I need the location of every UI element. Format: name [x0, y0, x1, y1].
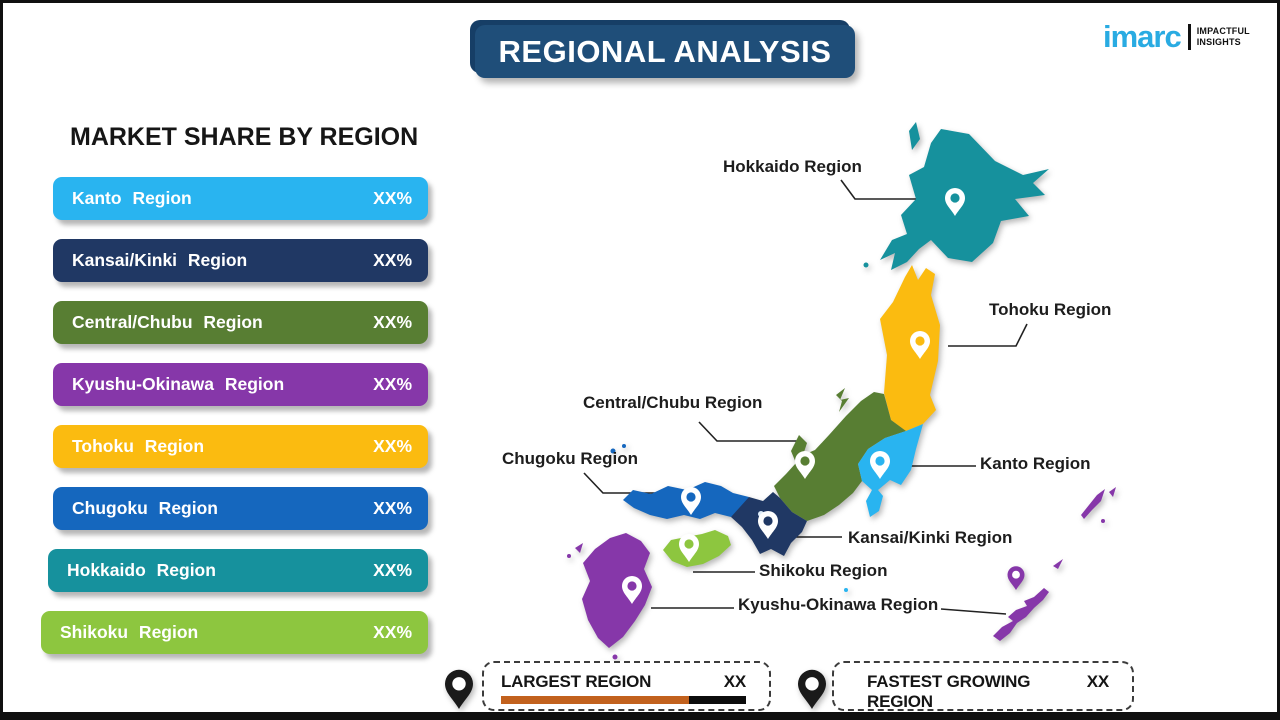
bar-value: XX% — [373, 560, 412, 580]
largest-region-pin-icon — [445, 669, 473, 709]
map-label-kyushu-okinawa: Kyushu-Okinawa Region — [738, 595, 939, 614]
lake-biwa — [758, 511, 764, 517]
region-kansai-shape — [731, 492, 807, 556]
bar-label: Kansai/Kinki Region — [72, 250, 248, 270]
pin-kanto — [870, 451, 890, 479]
market-share-heading: MARKET SHARE BY REGION — [70, 123, 419, 151]
amami-chain — [1081, 489, 1105, 519]
hokkaido-islet-dot — [863, 262, 869, 268]
bar-label: Chugoku Region — [72, 498, 218, 518]
japan-map — [445, 122, 1116, 709]
bar-shikoku: Shikoku Region XX% — [41, 611, 428, 654]
pin-shikoku — [679, 534, 699, 562]
bar-value: XX% — [373, 312, 412, 332]
amami-islet — [1109, 487, 1116, 497]
bar-value: XX% — [373, 250, 412, 270]
map-label-kanto: Kanto Region — [980, 454, 1091, 473]
logo-tagline-line1: IMPACTFUL — [1196, 25, 1250, 36]
logo-tagline: IMPACTFUL INSIGHTS — [1197, 26, 1250, 48]
bar-kanto: Kanto Region XX% — [53, 177, 428, 220]
kyushu-islet-dot — [612, 654, 618, 660]
map-label-kansai: Kansai/Kinki Region — [848, 528, 1013, 547]
oki-islet-dot — [622, 444, 626, 448]
logo-divider — [1187, 23, 1191, 50]
pin-kansai — [758, 511, 778, 539]
pin-tohoku — [910, 331, 930, 359]
bar-kansai: Kansai/Kinki Region XX% — [53, 239, 428, 282]
connector-chugoku — [583, 472, 671, 494]
pin-hokkaido — [945, 188, 965, 216]
region-kanto-shape — [858, 424, 923, 517]
map-label-chugoku: Chugoku Region — [502, 449, 638, 468]
bar-value: XX% — [373, 436, 412, 456]
imarc-logo: imarc IMPACTFUL INSIGHTS — [1103, 21, 1250, 52]
map-label-tohoku: Tohoku Region — [989, 300, 1112, 319]
bar-label: Central/Chubu Region — [72, 312, 263, 332]
page-title: REGIONAL ANALYSIS — [475, 25, 855, 78]
bar-kyushu: Kyushu-Okinawa Region XX% — [53, 363, 428, 406]
largest-region-bar — [501, 696, 746, 704]
market-share-bar-list: Kanto Region XX% Kansai/Kinki Region XX%… — [41, 177, 428, 673]
largest-region-value: XX — [723, 672, 746, 691]
bar-label: Kanto Region — [72, 188, 192, 208]
region-chubu-shape — [774, 392, 906, 521]
bar-chubu: Central/Chubu Region XX% — [53, 301, 428, 344]
pin-chubu — [795, 451, 815, 479]
pin-kyushu — [622, 576, 642, 604]
connector-tohoku — [948, 323, 1028, 347]
goto-islet — [575, 543, 583, 553]
connector-okinawa-right — [940, 608, 1007, 615]
bar-hokkaido: Hokkaido Region XX% — [48, 549, 428, 592]
pin-okinawa — [1007, 566, 1025, 590]
region-tohoku-shape — [880, 265, 940, 431]
kyushu-islet-dot — [567, 554, 571, 558]
bar-chugoku: Chugoku Region XX% — [53, 487, 428, 530]
bar-label: Kyushu-Okinawa Region — [72, 374, 285, 394]
connector-hokkaido — [840, 179, 922, 200]
imarc-logo-wordmark: imarc — [1103, 19, 1182, 54]
sado-island — [836, 388, 849, 412]
fastest-growing-bar — [867, 716, 1109, 720]
bar-value: XX% — [373, 374, 412, 394]
largest-region-bar-color — [501, 696, 690, 704]
map-label-shikoku: Shikoku Region — [759, 561, 888, 580]
okinawa-islet — [1053, 559, 1063, 569]
region-chugoku-shape — [623, 482, 749, 519]
largest-region-bar-black — [689, 696, 746, 704]
region-kyushu-shape — [582, 533, 652, 648]
largest-region-label: LARGEST REGION — [501, 672, 652, 691]
bar-value: XX% — [373, 498, 412, 518]
fastest-growing-legend: FASTEST GROWING REGION XX — [832, 661, 1134, 711]
fastest-growing-label: FASTEST GROWING REGION — [867, 672, 1031, 711]
connector-central-chubu — [698, 421, 799, 442]
region-hokkaido-islet — [909, 122, 920, 150]
map-label-hokkaido: Hokkaido Region — [723, 157, 862, 176]
fastest-growing-bar-color — [867, 716, 1019, 720]
bar-value: XX% — [373, 188, 412, 208]
region-shikoku-shape — [663, 530, 731, 567]
region-hokkaido-shape — [880, 129, 1049, 270]
bar-tohoku: Tohoku Region XX% — [53, 425, 428, 468]
map-label-central-chubu: Central/Chubu Region — [583, 393, 763, 412]
fastest-growing-bar-black — [1019, 716, 1109, 720]
amami-islet-dot — [1101, 519, 1105, 523]
bar-label: Tohoku Region — [72, 436, 205, 456]
bar-label: Hokkaido Region — [67, 560, 216, 580]
fastest-growing-pin-icon — [798, 669, 826, 709]
bar-value: XX% — [373, 622, 412, 642]
largest-region-legend: LARGEST REGION XX — [482, 661, 771, 711]
bar-label: Shikoku Region — [60, 622, 199, 642]
okinawa-main-island — [993, 588, 1049, 641]
logo-tagline-line2: INSIGHTS — [1196, 36, 1241, 47]
izu-islet-dot — [844, 588, 848, 592]
pin-chugoku — [681, 487, 701, 515]
fastest-growing-value: XX — [1086, 672, 1109, 691]
